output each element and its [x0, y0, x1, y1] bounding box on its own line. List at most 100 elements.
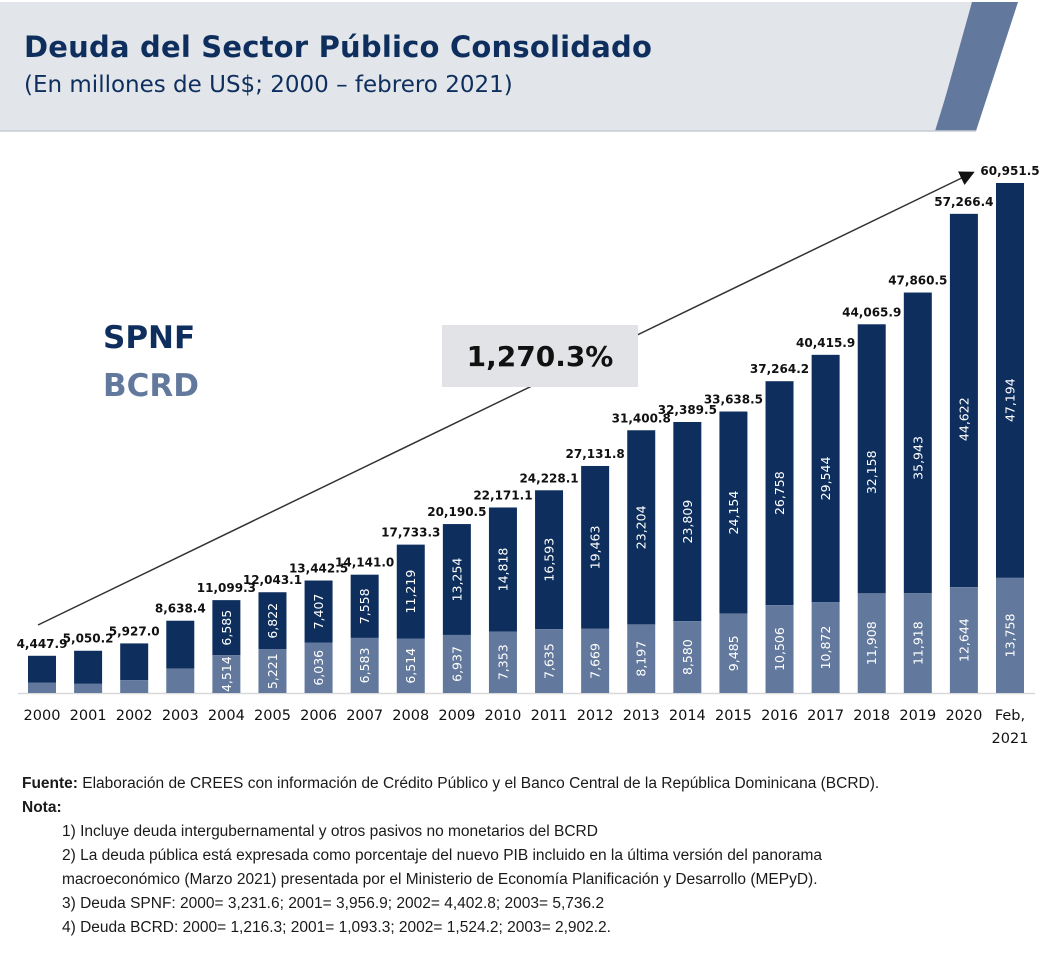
bar-bcrd	[765, 605, 794, 693]
data-label-spnf: 26,758	[772, 471, 787, 515]
total-label: 44,065.9	[842, 305, 901, 319]
bar-bcrd	[535, 629, 564, 693]
total-label: 4,447.9	[17, 637, 68, 651]
growth-percentage-label: 1,270.3%	[442, 325, 638, 387]
data-label-bcrd: 8,580	[680, 639, 695, 675]
bar-bcrd	[442, 634, 471, 693]
total-label: 40,415.9	[796, 336, 855, 350]
bar-spnf	[857, 324, 886, 594]
bar-spnf	[350, 574, 379, 638]
x-tick-label-line2: 2021	[992, 731, 1029, 747]
x-tick-label: Feb,	[995, 708, 1025, 724]
data-label-spnf: 35,943	[910, 436, 925, 480]
header-background	[0, 2, 1018, 132]
data-label-spnf: 29,544	[818, 457, 833, 501]
bar-spnf	[765, 381, 794, 606]
x-tick-label: 2018	[853, 708, 890, 724]
bar-spnf	[673, 421, 702, 622]
x-tick-label: 2011	[531, 708, 568, 724]
bar-spnf	[627, 430, 656, 625]
total-label: 60,951.5	[980, 164, 1039, 178]
data-label-spnf: 7,558	[357, 588, 372, 624]
data-label-spnf: 19,463	[588, 526, 603, 570]
bar-spnf	[535, 490, 564, 630]
x-tick-label: 2008	[392, 708, 429, 724]
x-tick-label: 2005	[254, 708, 291, 724]
total-label: 5,927.0	[109, 624, 160, 638]
x-tick-label: 2020	[945, 708, 982, 724]
data-label-bcrd: 7,353	[495, 644, 510, 680]
total-label: 24,228.1	[519, 471, 578, 485]
x-tick-label: 2013	[623, 708, 660, 724]
bar-spnf	[442, 524, 471, 635]
bar-spnf	[258, 592, 287, 650]
data-label-bcrd: 10,872	[818, 626, 833, 670]
note-item-2: 2) La deuda pública está expresada como …	[62, 847, 822, 864]
bar-spnf	[581, 465, 610, 629]
bar-spnf	[903, 292, 932, 594]
data-label-spnf: 14,818	[495, 548, 510, 592]
total-label: 11,099.3	[197, 581, 256, 595]
bar-bcrd	[258, 649, 287, 693]
data-label-bcrd: 11,918	[910, 621, 925, 665]
total-label: 8,638.4	[155, 602, 206, 616]
header-panel	[0, 2, 1018, 131]
header-accent-stripe-2	[936, 2, 1018, 131]
legend-bcrd: BCRD	[103, 368, 199, 404]
chart-subtitle: (En millones de US$; 2000 – febrero 2021…	[24, 72, 513, 98]
footnotes: Fuente: Elaboración de CREES con informa…	[22, 772, 879, 940]
x-tick-label: 2006	[300, 708, 337, 724]
total-label: 57,266.4	[934, 195, 993, 209]
note-item-2-cont: macroeconómico (Marzo 2021) presentada p…	[62, 871, 818, 888]
total-label: 37,264.2	[750, 362, 809, 376]
bar-spnf	[166, 620, 195, 669]
bar-bcrd	[811, 602, 840, 693]
bar-bcrd	[719, 613, 748, 693]
bar-spnf	[488, 507, 517, 632]
data-label-bcrd: 10,506	[772, 627, 787, 671]
bar-bcrd	[903, 593, 932, 693]
x-tick-label: 2001	[70, 708, 107, 724]
bar-bcrd	[120, 680, 149, 693]
x-tick-label: 2015	[715, 708, 752, 724]
x-tick-label: 2012	[577, 708, 614, 724]
data-label-spnf: 24,154	[726, 491, 741, 535]
note-label: Nota:	[22, 796, 879, 820]
data-label-bcrd: 9,485	[726, 635, 741, 671]
data-label-spnf: 23,809	[680, 500, 695, 544]
data-label-bcrd: 13,758	[1003, 614, 1018, 658]
bar-spnf	[212, 600, 241, 656]
data-label-spnf: 6,585	[219, 610, 234, 646]
note-label-text: Nota:	[22, 799, 62, 816]
x-tick-label: 2019	[899, 708, 936, 724]
total-label: 17,733.3	[381, 526, 440, 540]
bar-bcrd	[488, 631, 517, 693]
data-label-spnf: 44,622	[956, 397, 971, 441]
note-item-4: 4) Deuda BCRD: 2000= 1,216.3; 2001= 1,09…	[62, 919, 611, 936]
trend-arrow	[37, 171, 975, 626]
data-label-bcrd: 5,221	[265, 653, 280, 689]
bar-bcrd	[996, 577, 1024, 693]
chart-title: Deuda del Sector Público Consolidado	[24, 30, 653, 64]
bar-bcrd	[396, 638, 425, 693]
header-banner: Deuda del Sector Público Consolidado (En…	[0, 0, 1053, 135]
total-label: 5,050.2	[63, 632, 114, 646]
data-label-bcrd: 8,197	[634, 641, 649, 677]
bar-bcrd	[350, 637, 379, 693]
bar-bcrd	[212, 655, 241, 693]
data-label-bcrd: 4,514	[219, 656, 234, 692]
bar-spnf	[811, 354, 840, 603]
data-label-bcrd: 6,937	[449, 646, 464, 682]
data-label-spnf: 7,407	[311, 594, 326, 630]
x-tick-label: 2009	[438, 708, 475, 724]
data-label-bcrd: 7,669	[588, 643, 603, 679]
total-label: 12,043.1	[243, 573, 302, 587]
bar-spnf	[996, 182, 1024, 578]
x-tick-label: 2002	[116, 708, 153, 724]
x-tick-label: 2014	[669, 708, 706, 724]
data-label-spnf: 32,158	[864, 450, 879, 494]
total-label: 47,860.5	[888, 274, 947, 288]
x-tick-label: 2017	[807, 708, 844, 724]
data-label-bcrd: 6,583	[357, 648, 372, 684]
data-label-bcrd: 7,635	[542, 643, 557, 679]
